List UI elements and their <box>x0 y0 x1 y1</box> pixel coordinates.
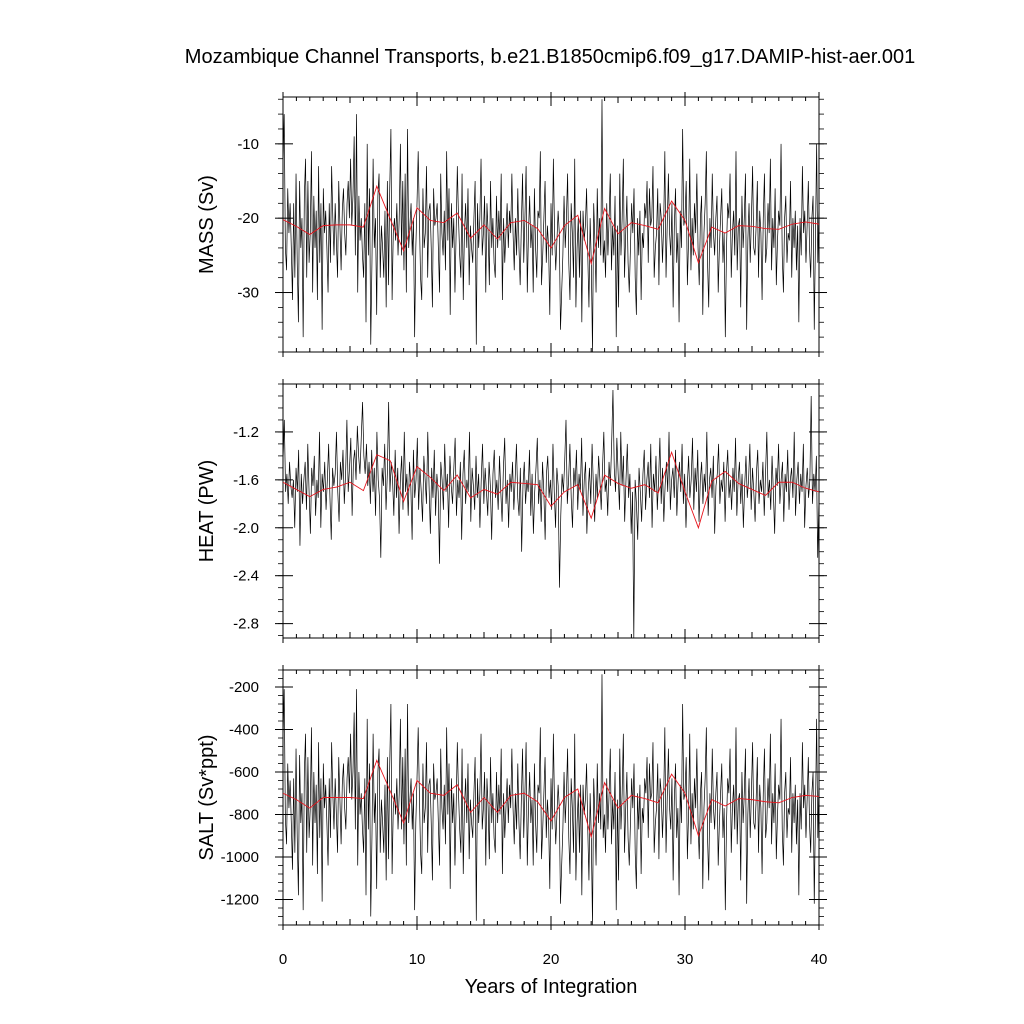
salt-y-tick-label: -400 <box>229 722 259 739</box>
heat-y-tick-label: -2.4 <box>233 568 259 585</box>
heat-annual-mean-series-line <box>283 450 819 530</box>
x-tick-label: 20 <box>543 951 560 968</box>
mass-y-axis-label: MASS (Sv) <box>196 175 218 274</box>
x-tick-label: 10 <box>409 951 426 968</box>
salt-y-tick-label: -600 <box>229 764 259 781</box>
chart-title: Mozambique Channel Transports, b.e21.B18… <box>184 46 916 68</box>
mass-annual-mean-series-line <box>283 184 819 266</box>
x-axis-label: Years of Integration <box>464 976 638 998</box>
salt-y-tick-label: -1200 <box>221 892 259 909</box>
heat-y-tick-label: -1.2 <box>233 424 259 441</box>
mass-y-tick-label: -10 <box>237 136 259 153</box>
heat-monthly-series-line <box>283 389 819 638</box>
x-tick-label: 0 <box>279 951 287 968</box>
heat-y-axis-label: HEAT (PW) <box>196 460 218 563</box>
heat-y-tick-label: -1.6 <box>233 472 259 489</box>
heat-panel-frame <box>282 383 820 639</box>
salt-annual-mean-series-line <box>283 759 819 839</box>
heat-y-tick-label: -2.8 <box>233 616 259 633</box>
mass-monthly-series-line <box>283 99 819 352</box>
salt-y-axis-label: SALT (Sv*ppt) <box>196 735 218 861</box>
salt-y-tick-label: -800 <box>229 807 259 824</box>
salt-monthly-series-line <box>283 674 819 925</box>
x-tick-label: 40 <box>811 951 828 968</box>
mass-y-tick-label: -20 <box>237 210 259 227</box>
x-tick-label: 30 <box>677 951 694 968</box>
heat-y-tick-label: -2.0 <box>233 520 259 537</box>
salt-y-tick-label: -1000 <box>221 849 259 866</box>
salt-y-tick-label: -200 <box>229 679 259 696</box>
mass-y-tick-label: -30 <box>237 285 259 302</box>
